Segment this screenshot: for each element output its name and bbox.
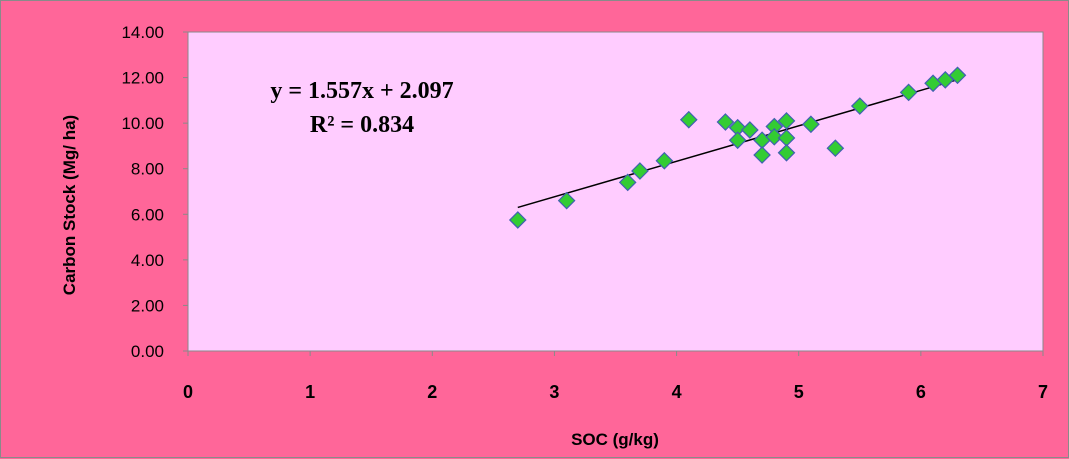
x-tick-label: 3: [549, 382, 559, 402]
data-point: [631, 162, 649, 180]
data-point: [728, 131, 747, 150]
y-axis-title: Carbon Stock (Mg/ ha): [60, 115, 79, 295]
y-tick-label: 10.00: [121, 114, 164, 133]
data-point: [741, 121, 759, 139]
y-tick-label: 0.00: [131, 342, 164, 361]
plot-area: [187, 31, 1044, 352]
data-point: [899, 83, 918, 102]
x-tick-label: 5: [794, 382, 804, 402]
data-point: [850, 97, 869, 115]
x-tick-label: 2: [427, 382, 437, 402]
data-point: [557, 191, 576, 210]
x-tick-label: 1: [305, 382, 315, 402]
data-point: [716, 113, 735, 131]
y-tick-label: 8.00: [131, 160, 164, 179]
trendline-equation: y = 1.557x + 2.097: [270, 78, 453, 104]
x-axis-title: SOC (g/kg): [571, 430, 659, 449]
y-tick-label: 14.00: [121, 23, 164, 42]
x-tick-label: 4: [672, 382, 682, 402]
data-point: [655, 151, 674, 170]
r-squared-label: R² = 0.834: [310, 112, 414, 138]
x-tick-label: 6: [916, 382, 926, 402]
data-point: [777, 143, 796, 162]
x-tick-label: 7: [1038, 382, 1048, 402]
y-tick-label: 6.00: [131, 205, 164, 224]
data-point: [948, 66, 967, 85]
data-point: [679, 110, 698, 129]
data-point: [777, 112, 796, 130]
data-point: [618, 173, 637, 192]
x-tick-label: 0: [183, 382, 193, 402]
y-tick-label: 2.00: [131, 296, 164, 315]
y-axis: 0.00 2.00 4.00 6.00 8.00 10.00 12.00 14.00: [121, 23, 189, 361]
data-point: [753, 146, 771, 164]
data-point: [765, 127, 784, 146]
y-tick-label: 4.00: [131, 251, 164, 270]
x-axis: 0 1 2 3 4 5 6 7: [183, 350, 1048, 402]
y-tick-label: 12.00: [121, 69, 164, 88]
data-point: [802, 115, 820, 134]
data-point: [826, 139, 845, 158]
data-points: [508, 66, 967, 229]
data-point: [508, 211, 527, 229]
